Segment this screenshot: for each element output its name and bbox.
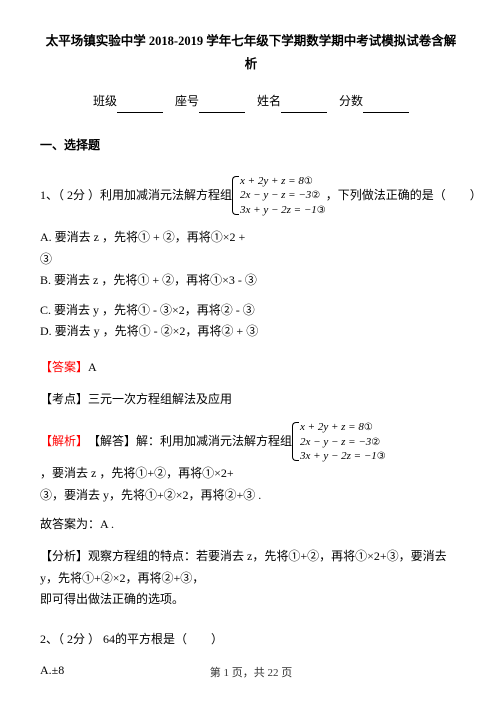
- jiexi-lead: 【解答】解：利用加减消元法解方程组: [88, 431, 292, 453]
- jiexi-label: 【解析】: [40, 431, 88, 453]
- jiexi-block: 【解析】 【解答】解：利用加减消元法解方程组 x + 2y + z = 8① 2…: [40, 420, 462, 536]
- fenxi-block: 【分析】观察方程组的特点：若要消去 z，先将①+②，再将①×2+③，要消去 y，…: [40, 546, 462, 611]
- blank-name: [281, 100, 327, 113]
- form-line: 班级 座号 姓名 分数: [40, 91, 462, 113]
- fenxi-label: 【分析】: [40, 549, 88, 563]
- page-footer: 第 1 页，共 22 页: [0, 664, 502, 684]
- label-seat: 座号: [175, 94, 199, 108]
- jiexi-equations: x + 2y + z = 8① 2x − y − z = −3② 3x + y …: [292, 420, 386, 463]
- jx-c1: ①: [364, 421, 373, 434]
- answer-label: 【答案】: [40, 360, 88, 374]
- jx-eq1: x + 2y + z = 8: [300, 421, 364, 433]
- jx-c2: ②: [371, 436, 380, 449]
- q1-options: A. 要消去 z ，先将① + ②，再将①×2 + ③ B. 要消去 z ，先将…: [40, 227, 462, 343]
- label-name: 姓名: [257, 94, 281, 108]
- q1-stem-right: ，下列做法正确的是（ ）: [326, 185, 482, 207]
- section-heading: 一、选择题: [40, 135, 462, 157]
- circ-2: ②: [311, 189, 320, 202]
- q1-opt-b: B. 要消去 z ，先将① + ②，再将①×3 - ③: [40, 270, 257, 292]
- question-2: 2、（ 2分 ） 64的平方根是（ ）: [40, 629, 462, 651]
- fenxi-text2: 即可得出做法正确的选项。: [40, 589, 462, 611]
- jx-c3: ③: [377, 450, 386, 463]
- q1-opt-c: C. 要消去 y ，先将① - ③×2，再将② - ③: [40, 300, 259, 322]
- jx-eq2: 2x − y − z = −3: [300, 436, 371, 448]
- fenxi-text1: 观察方程组的特点：若要消去 z，先将①+②，再将①×2+③，要消去 y，先将①+…: [40, 549, 447, 585]
- blank-score: [363, 100, 409, 113]
- q1-opt-a: A. 要消去 z ，先将① + ②，再将①×2 + ③: [40, 227, 259, 270]
- label-score: 分数: [339, 94, 363, 108]
- q1-equations: x + 2y + z = 8① 2x − y − z = −3② 3x + y …: [232, 174, 326, 217]
- jiexi-line3: 故答案为：A .: [40, 514, 462, 536]
- jx-eq3: 3x + y − 2z = −1: [300, 450, 377, 462]
- jiexi-tail1: ，要消去 z ，先将①+②，再将①×2+: [40, 463, 234, 485]
- question-1: 1、（ 2分 ）利用加减消元法解方程组 x + 2y + z = 8① 2x −…: [40, 174, 462, 343]
- answer-block: 【答案】A: [40, 357, 462, 379]
- q1-opt-d: D. 要消去 y ，先将① - ②×2，再将② + ③: [40, 321, 258, 343]
- q1-eq2: 2x − y − z = −3: [240, 189, 311, 201]
- label-class: 班级: [93, 94, 117, 108]
- q1-eq1: x + 2y + z = 8: [240, 175, 304, 187]
- kaodian-block: 【考点】三元一次方程组解法及应用: [40, 389, 462, 411]
- kaodian-label: 【考点】: [40, 392, 88, 406]
- circ-3: ③: [317, 204, 326, 217]
- q1-eq3: 3x + y − 2z = −1: [240, 204, 317, 216]
- q1-stem-left: 1、（ 2分 ）利用加减消元法解方程组: [40, 185, 232, 207]
- doc-title: 太平场镇实验中学 2018-2019 学年七年级下学期数学期中考试模拟试卷含解析: [40, 30, 462, 75]
- answer-value: A: [88, 360, 97, 374]
- blank-seat: [199, 100, 245, 113]
- circ-1: ①: [304, 175, 313, 188]
- kaodian-text: 三元一次方程组解法及应用: [88, 392, 232, 406]
- blank-class: [117, 100, 163, 113]
- jiexi-line2: ③，要消去 y，先将①+②×2，再将②+③ .: [40, 485, 462, 507]
